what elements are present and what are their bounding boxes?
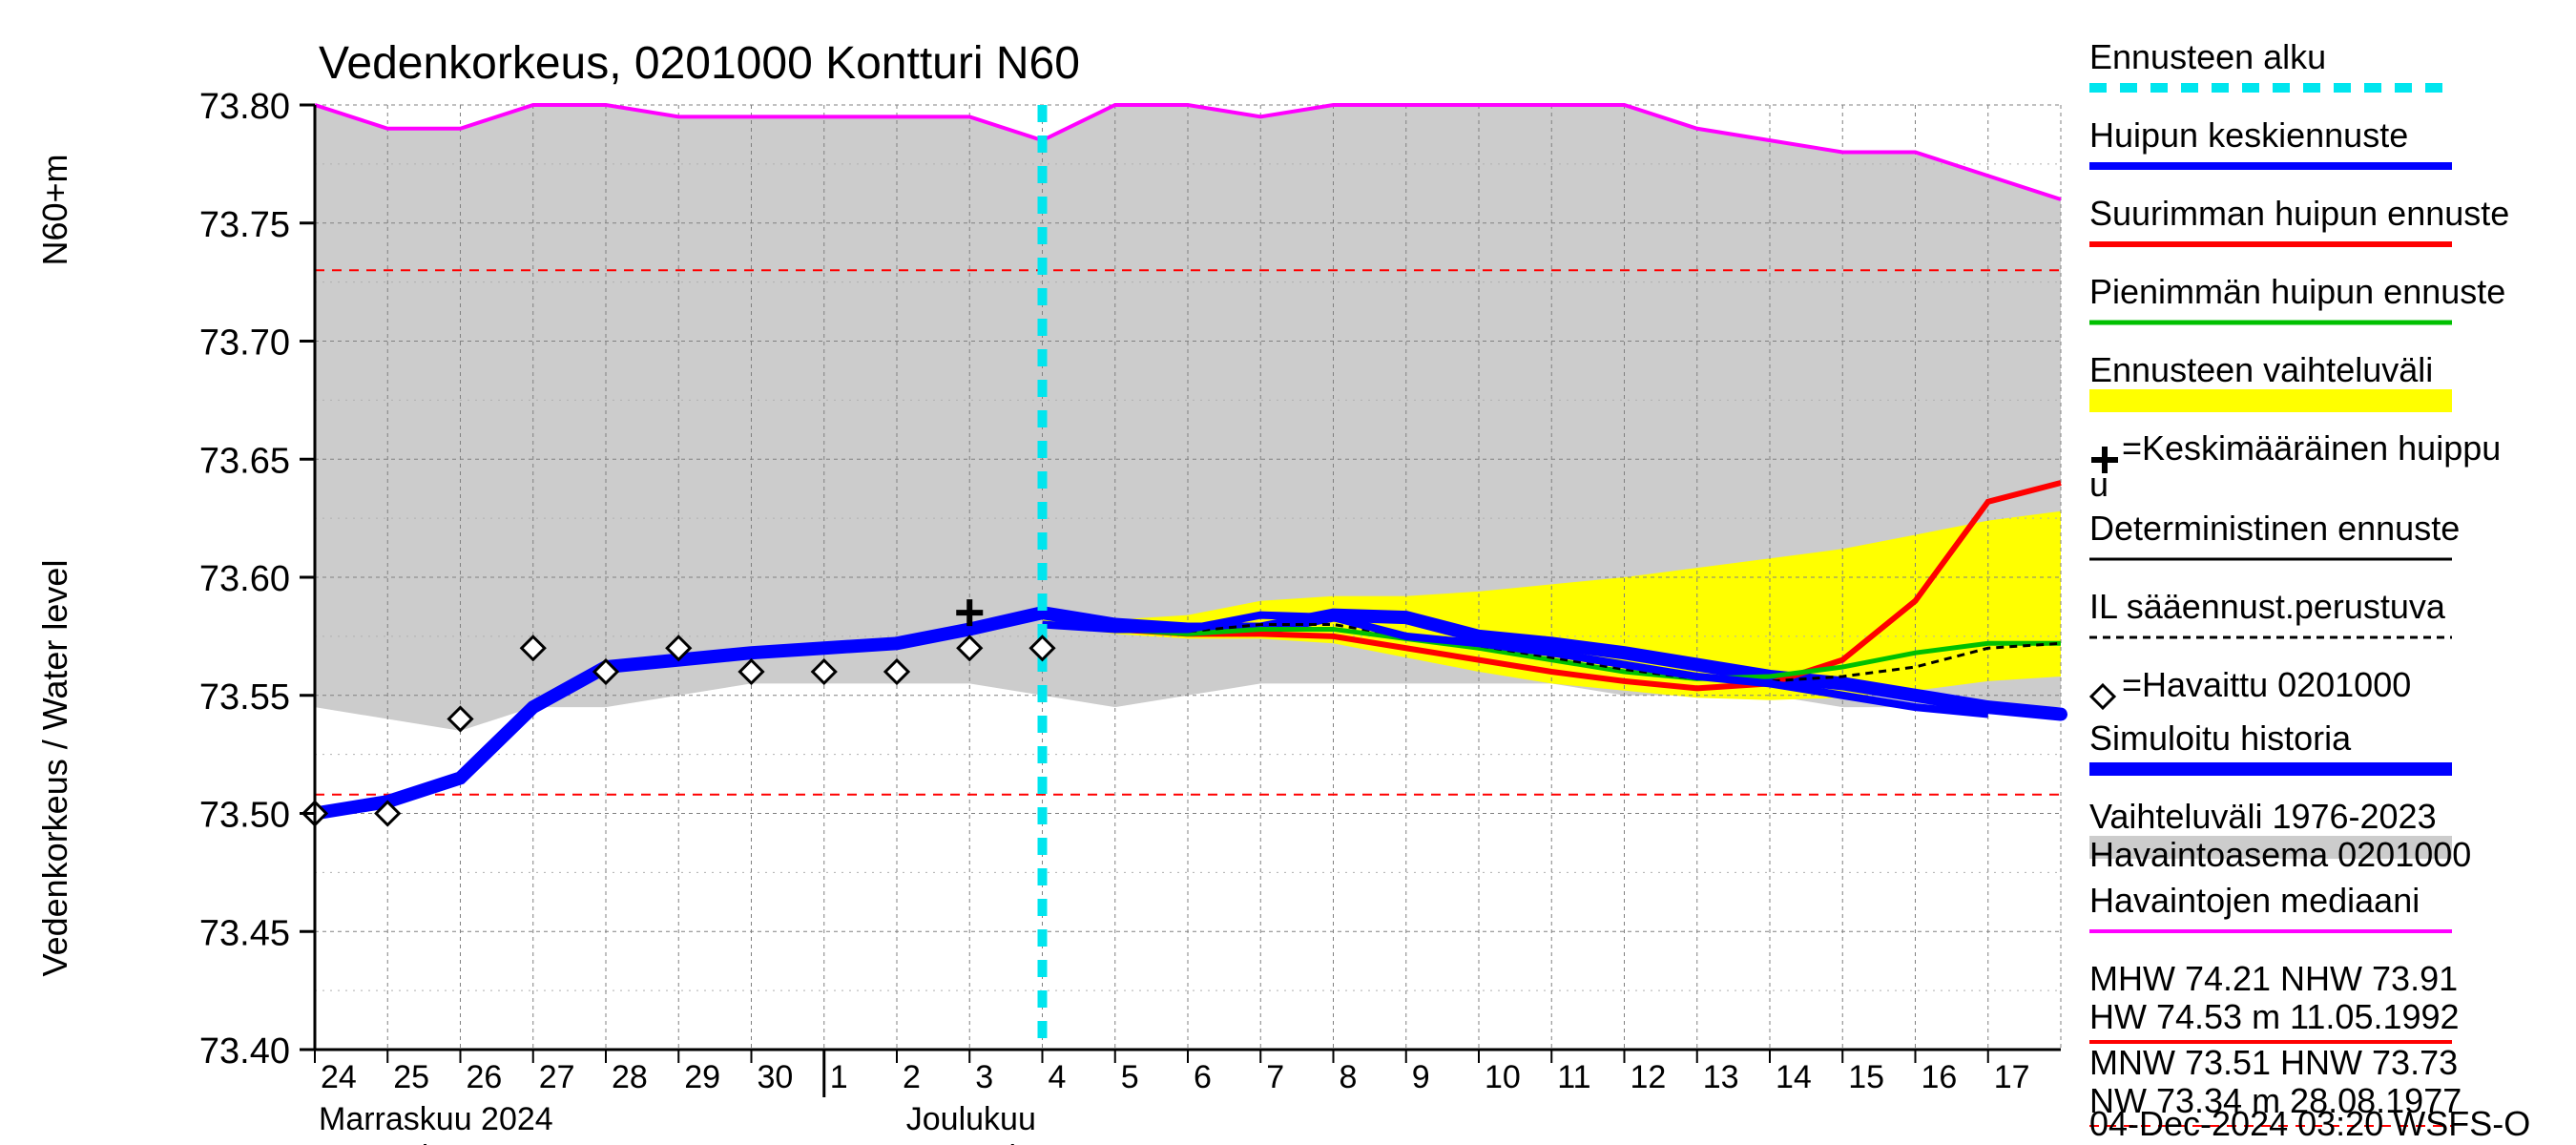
chart-svg: 73.40 73.45 73.50 73.55 73.60 73.65 73.70 73.75… [0,0,2576,1145]
x-tick-label: 27 [539,1059,575,1095]
x-tick-label: 24 [321,1059,357,1095]
x-tick-label: 29 [684,1059,720,1095]
legend-label: Havaintojen mediaani [2089,881,2420,920]
legend-sub: Havaintoasema 0201000 [2089,835,2471,874]
x-tick-label: 12 [1631,1059,1667,1095]
x-tick-label: 9 [1412,1059,1430,1095]
x-tick-label: 17 [1994,1059,2030,1095]
x-tick-label: 10 [1485,1059,1521,1095]
x-tick-label: 5 [1121,1059,1139,1095]
y-axis-label-lower: Vedenkorkeus / Water level [35,560,74,977]
x-tick-label: 1 [830,1059,848,1095]
x-tick-label: 16 [1922,1059,1958,1095]
x-tick-label: 28 [612,1059,648,1095]
legend-label: Ennusteen alku [2089,37,2326,76]
x-tick-label: 25 [393,1059,429,1095]
x-tick-label: 11 [1557,1059,1590,1095]
legend-label: Pienimmän huipun ennuste [2089,272,2505,311]
month-label-en: November [319,1139,468,1145]
y-tick-label: 73.40 [199,1031,290,1072]
legend-label: Huipun keskiennuste [2089,115,2408,155]
x-tick-label: 26 [467,1059,503,1095]
y-tick-label: 73.45 [199,913,290,953]
legend-label: Suurimman huipun ennuste [2089,194,2509,233]
x-tick-label: 6 [1194,1059,1212,1095]
y-tick-label: 73.60 [199,559,290,599]
legend-label: Simuloitu historia [2089,718,2352,758]
chart-title: Vedenkorkeus, 0201000 Kontturi N60 [319,38,1080,89]
month-label-en: December [906,1139,1056,1145]
x-tick-label: 15 [1848,1059,1884,1095]
legend-label: Ennusteen vaihteluväli [2089,350,2433,389]
x-tick-label: 4 [1049,1059,1067,1095]
x-tick-label: 30 [758,1059,794,1095]
month-label-fi: Joulukuu [906,1101,1036,1137]
y-tick-label: 73.75 [199,205,290,245]
x-tick-label: 2 [903,1059,921,1095]
x-tick-label: 7 [1266,1059,1284,1095]
legend-label: MHW 74.21 NHW 73.91 [2089,959,2458,998]
legend-label: =Havaittu 0201000 [2122,665,2411,704]
x-tick-label: 3 [975,1059,993,1095]
legend-label: IL sääennust.perustuva [2089,587,2446,626]
y-axis-label-upper: N60+m [35,154,74,265]
footer-timestamp: 04-Dec-2024 03:20 WSFS-O [2089,1104,2530,1143]
month-label-fi: Marraskuu 2024 [319,1101,553,1137]
y-tick-label: 73.50 [199,796,290,836]
y-tick-label: 73.55 [199,677,290,718]
legend-sub: HW 74.53 m 11.05.1992 [2089,997,2460,1036]
y-tick-label: 73.70 [199,323,290,364]
y-tick-label: 73.80 [199,87,290,127]
x-tick-label: 14 [1776,1059,1812,1095]
legend-label: Vaihteluväli 1976-2023 [2089,797,2437,836]
legend-label: MNW 73.51 HNW 73.73 [2089,1043,2458,1082]
x-tick-label: 8 [1340,1059,1358,1095]
legend-label-suffix: u [2089,465,2109,504]
legend-label: =Keskimääräinen huippu [2122,428,2501,468]
chart-container: 73.40 73.45 73.50 73.55 73.60 73.65 73.70 73.75… [0,0,2576,1145]
x-tick-label: 13 [1703,1059,1739,1095]
y-tick-label: 73.65 [199,441,290,481]
legend-label: Deterministinen ennuste [2089,509,2460,548]
